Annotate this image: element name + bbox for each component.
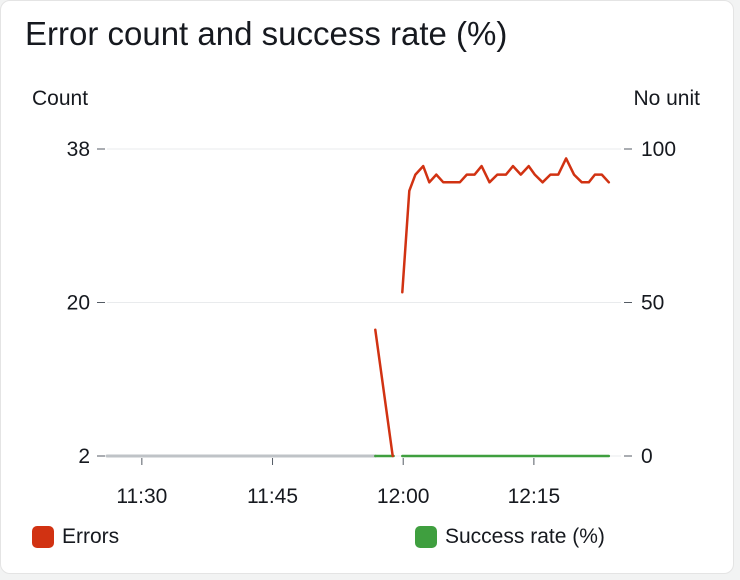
errors-series-line bbox=[374, 328, 394, 458]
legend-item-success-rate[interactable]: Success rate (%) bbox=[415, 525, 605, 549]
right-axis-tick-label: 0 bbox=[641, 445, 653, 468]
x-axis-tick-label: 11:30 bbox=[116, 485, 167, 508]
left-axis-tick-label: 20 bbox=[67, 292, 90, 315]
legend-label-success-rate: Success rate (%) bbox=[445, 525, 605, 548]
right-axis-label: No unit bbox=[633, 87, 700, 110]
right-axis-tick-label: 50 bbox=[641, 292, 664, 315]
errors-series-line bbox=[401, 157, 611, 294]
left-axis-tick-label: 38 bbox=[67, 138, 90, 161]
legend-swatch-errors bbox=[32, 526, 54, 548]
left-axis-tick-label: 2 bbox=[78, 445, 90, 468]
legend-item-errors[interactable]: Errors bbox=[32, 525, 119, 549]
left-axis-label: Count bbox=[32, 87, 89, 110]
right-axis-tick-label: 100 bbox=[641, 138, 676, 161]
x-axis-tick-label: 11:45 bbox=[247, 485, 298, 508]
x-axis-tick-label: 12:00 bbox=[377, 485, 430, 508]
legend-swatch-success-rate bbox=[415, 526, 437, 548]
legend-label-errors: Errors bbox=[62, 525, 120, 548]
chart-title: Error count and success rate (%) bbox=[25, 15, 508, 52]
x-axis-tick-label: 12:15 bbox=[508, 485, 561, 508]
